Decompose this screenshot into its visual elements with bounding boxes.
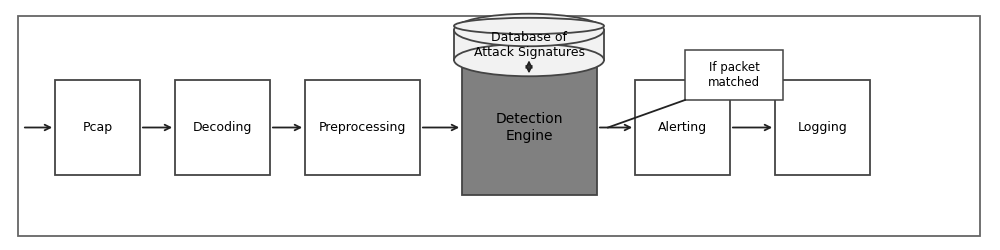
Bar (775, 80, 870, 175)
Bar (454, 30, 604, 60)
Ellipse shape (454, 18, 604, 34)
Text: Detection
Engine: Detection Engine (496, 112, 563, 142)
Bar (18, 16, 980, 236)
Bar (175, 80, 270, 175)
Ellipse shape (454, 44, 604, 76)
Ellipse shape (454, 14, 604, 46)
Text: Pcap: Pcap (82, 121, 113, 134)
Bar (305, 80, 420, 175)
Text: Preprocessing: Preprocessing (319, 121, 406, 134)
Text: Logging: Logging (798, 121, 847, 134)
Text: Alerting: Alerting (658, 121, 707, 134)
Text: If packet
matched: If packet matched (708, 61, 760, 89)
Text: Database of
Attack Signatures: Database of Attack Signatures (474, 31, 584, 59)
Bar (685, 50, 783, 100)
Bar (635, 80, 730, 175)
Text: Decoding: Decoding (193, 121, 252, 134)
Bar (462, 60, 597, 195)
Bar (55, 80, 140, 175)
